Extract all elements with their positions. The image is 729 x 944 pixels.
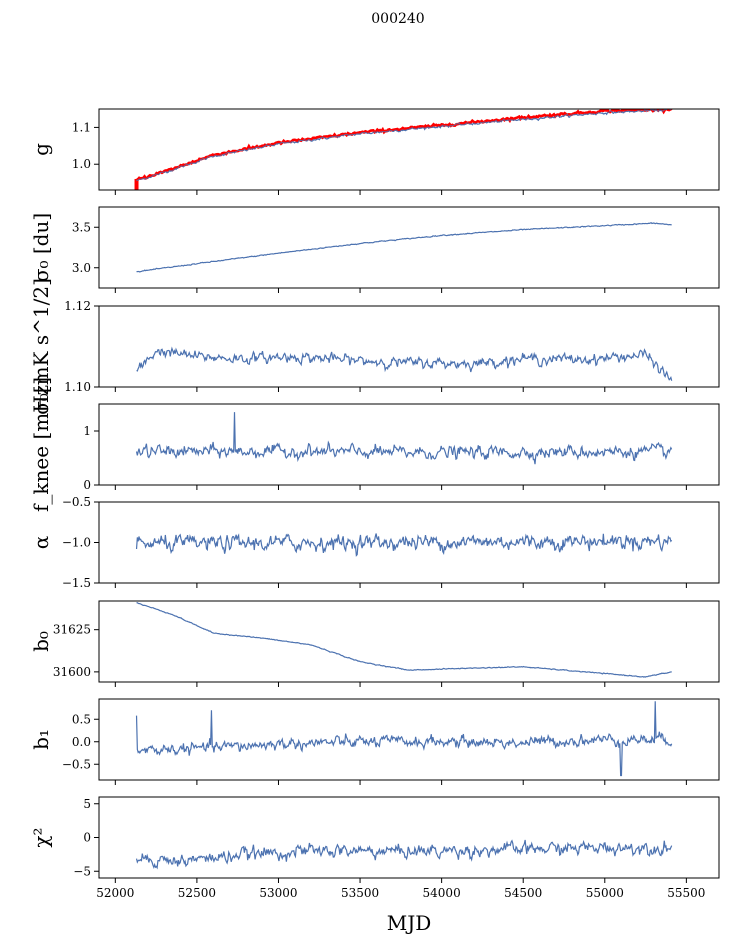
y-tick-label: 1.12 xyxy=(64,299,91,313)
y-tick-label: −1.0 xyxy=(62,536,91,550)
x-tick-label: 52500 xyxy=(178,886,216,900)
x-tick-label: 53500 xyxy=(341,886,379,900)
panel-1: 1.0 1.1 g xyxy=(29,108,720,195)
panel-frame xyxy=(98,796,720,879)
panel-frame xyxy=(98,600,720,683)
panel-frame xyxy=(98,305,720,388)
series-line xyxy=(136,346,673,381)
y-axis-label: f_knee [mHz] xyxy=(29,377,53,512)
series-line xyxy=(136,222,672,273)
y-tick-label: −5 xyxy=(73,864,91,878)
series-line xyxy=(135,412,673,465)
x-tick-label: 55000 xyxy=(586,886,624,900)
y-tick-label: 1 xyxy=(83,424,91,438)
panel-frame xyxy=(98,206,720,289)
series-line xyxy=(135,533,673,557)
y-tick-label: 0 xyxy=(83,831,91,845)
series-line xyxy=(135,701,673,777)
x-tick-label: 54000 xyxy=(423,886,461,900)
x-tick-label: 53000 xyxy=(259,886,297,900)
x-axis-label: MJD xyxy=(387,911,432,935)
panel-2: 3.0 3.5 σ₀ [du] xyxy=(29,206,720,293)
y-tick-label: 0 xyxy=(83,478,91,492)
y-tick-label: 1.10 xyxy=(64,380,91,394)
y-tick-label: 31625 xyxy=(53,623,91,637)
y-tick-label: 1.0 xyxy=(72,157,91,171)
panel-7: −0.5 0.0 0.5 b₁ xyxy=(29,698,720,785)
y-tick-label: −0.5 xyxy=(62,495,91,509)
panel-frame xyxy=(98,108,720,191)
panel-frame xyxy=(98,698,720,781)
y-tick-label: 3.0 xyxy=(72,261,91,275)
series-line xyxy=(135,839,673,870)
y-axis-label: σ₀[mK s^1/2] xyxy=(29,278,53,415)
y-tick-label: 31600 xyxy=(53,665,91,679)
y-tick-label: 0.5 xyxy=(72,712,91,726)
y-tick-label: −1.5 xyxy=(62,576,91,590)
y-axis-label: b₀ xyxy=(29,631,53,652)
series-line-top xyxy=(136,109,672,182)
y-axis-label: α xyxy=(29,536,53,550)
overlay-line xyxy=(136,109,673,181)
y-axis-label: σ₀ [du] xyxy=(29,213,53,282)
figure-title: 000240 xyxy=(371,11,424,27)
panel-3: 1.10 1.12 σ₀[mK s^1/2] xyxy=(29,278,720,415)
y-tick-label: 3.5 xyxy=(72,220,91,234)
series-line xyxy=(136,109,672,182)
y-tick-label: 0.0 xyxy=(72,735,91,749)
y-tick-label: 5 xyxy=(83,797,91,811)
series-line xyxy=(136,602,672,678)
x-tick-label: 52000 xyxy=(96,886,134,900)
y-axis-label: χ² xyxy=(29,827,53,847)
panel-8: −5 0 5 52000 52500 53000 53500 54000 54500 55000 5… xyxy=(29,796,720,900)
x-tick-label: 55500 xyxy=(667,886,705,900)
y-axis-label: b₁ xyxy=(29,729,53,750)
y-tick-label: 1.1 xyxy=(72,120,91,134)
x-tick-label: 54500 xyxy=(504,886,542,900)
panel-5: −1.5 −1.0 −0.5 α xyxy=(29,495,720,590)
y-tick-label: −0.5 xyxy=(62,757,91,771)
panels: 1.0 1.1 g 3.0 3.5 σ₀ [du] 1.10 1.12 σ₀[mK s^1/2]… xyxy=(29,108,720,900)
panel-frame xyxy=(98,403,720,486)
y-axis-label: g xyxy=(29,143,53,156)
panel-4: 0 1 f_knee [mHz] xyxy=(29,377,720,512)
